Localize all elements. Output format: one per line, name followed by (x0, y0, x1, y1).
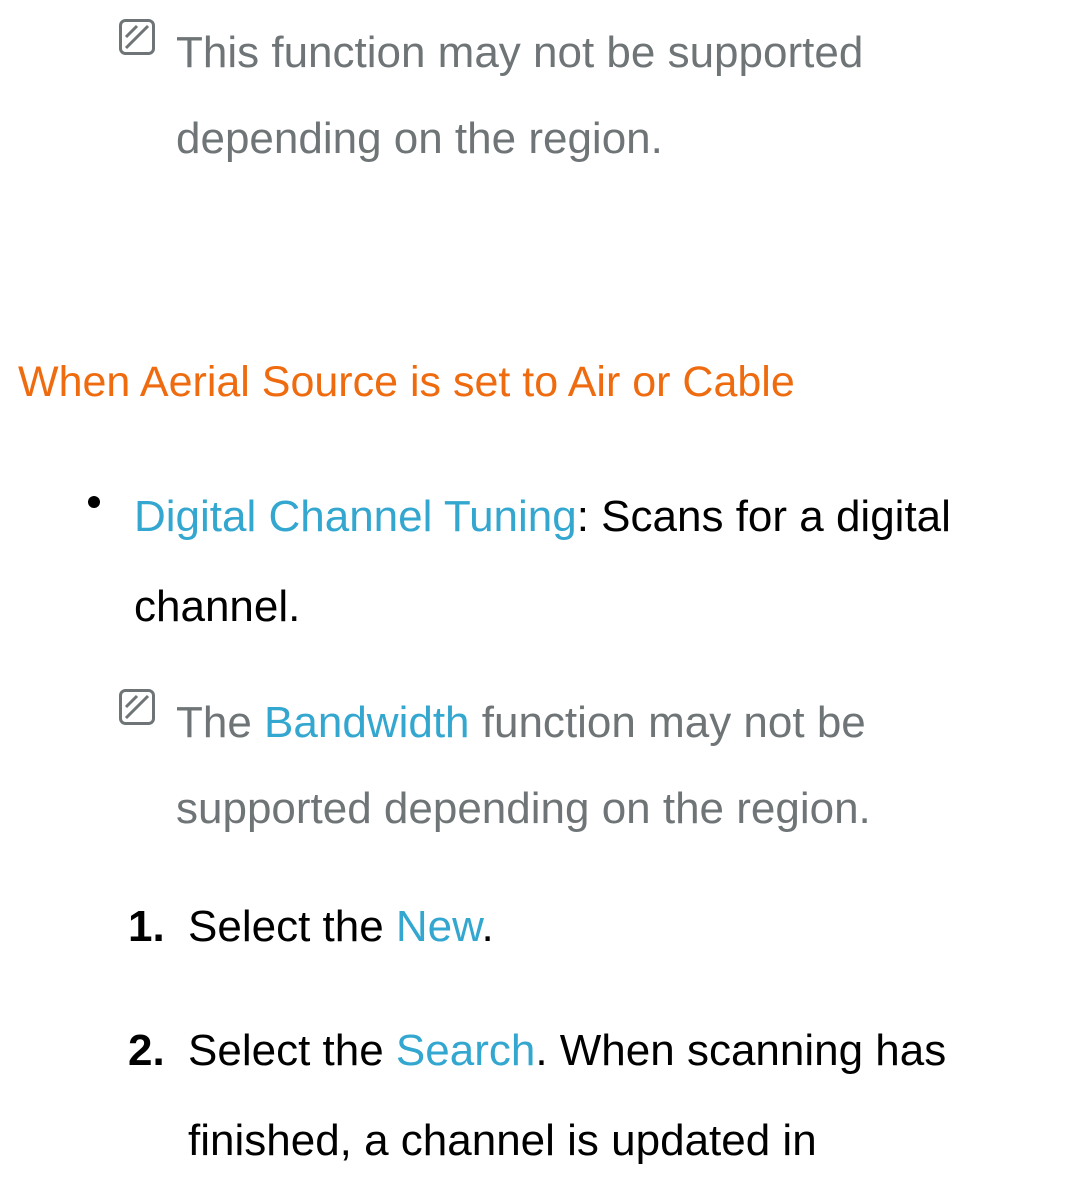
step-post: . (482, 902, 494, 951)
sub-note: The Bandwidth function may not be suppor… (118, 680, 1062, 852)
sub-note-pre: The (176, 698, 264, 747)
manual-page: This function may not be supported depen… (0, 0, 1080, 1186)
step-number: 2. (128, 1006, 174, 1096)
bullet-body: Digital Channel Tuning: Scans for a digi… (134, 472, 1062, 652)
term-digital-channel-tuning: Digital Channel Tuning (134, 492, 577, 541)
term-new: New (396, 902, 482, 951)
bullet-dot-icon (88, 496, 100, 508)
step-pre: Select the (188, 1026, 396, 1075)
step-number: 1. (128, 882, 174, 972)
section-heading: When Aerial Source is set to Air or Cabl… (18, 352, 1062, 412)
top-note: This function may not be supported depen… (118, 10, 1062, 182)
sub-note-text: The Bandwidth function may not be suppor… (176, 680, 1062, 852)
bullet-item: Digital Channel Tuning: Scans for a digi… (88, 472, 1062, 652)
step-1: 1. Select the New. (128, 882, 1062, 972)
step-body: Select the New. (188, 882, 494, 972)
step-pre: Select the (188, 902, 396, 951)
term-search: Search (396, 1026, 535, 1075)
top-note-text: This function may not be supported depen… (176, 10, 1062, 182)
step-body: Select the Search. When scanning has fin… (188, 1006, 1062, 1186)
note-icon (118, 688, 156, 731)
note-icon (118, 18, 156, 61)
step-2: 2. Select the Search. When scanning has … (128, 1006, 1062, 1186)
term-bandwidth: Bandwidth (264, 698, 469, 747)
